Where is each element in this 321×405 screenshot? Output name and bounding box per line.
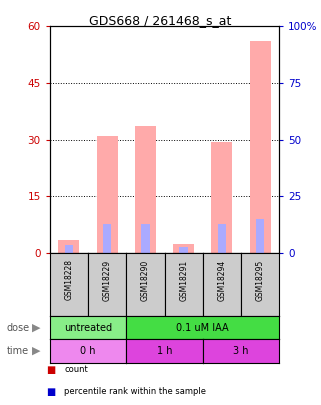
Bar	[179, 247, 188, 253]
Bar	[97, 136, 118, 253]
Text: time: time	[6, 346, 29, 356]
Text: ■: ■	[47, 387, 56, 397]
Text: dose: dose	[6, 323, 30, 333]
Bar	[256, 219, 265, 253]
Bar	[218, 224, 226, 253]
Bar	[103, 224, 111, 253]
Bar	[65, 245, 73, 253]
Text: GSM18228: GSM18228	[65, 260, 74, 301]
Text: GSM18290: GSM18290	[141, 260, 150, 301]
Text: GSM18294: GSM18294	[217, 260, 226, 301]
Bar	[141, 224, 150, 253]
Bar	[173, 244, 194, 253]
Text: GSM18229: GSM18229	[103, 260, 112, 301]
Bar	[135, 126, 156, 253]
Bar	[211, 142, 232, 253]
Text: percentile rank within the sample: percentile rank within the sample	[64, 387, 206, 396]
Text: GSM18291: GSM18291	[179, 260, 188, 301]
Text: GSM18295: GSM18295	[256, 260, 265, 301]
Text: 0.1 uM IAA: 0.1 uM IAA	[177, 323, 229, 333]
Text: ■: ■	[47, 365, 56, 375]
Text: untreated: untreated	[64, 323, 112, 333]
Text: ▶: ▶	[32, 346, 40, 356]
Text: count: count	[64, 365, 88, 374]
Bar	[58, 240, 79, 253]
Text: 0 h: 0 h	[80, 346, 96, 356]
Bar	[250, 41, 271, 253]
Text: 3 h: 3 h	[233, 346, 249, 356]
Text: GDS668 / 261468_s_at: GDS668 / 261468_s_at	[89, 14, 232, 27]
Text: ▶: ▶	[32, 323, 40, 333]
Text: 1 h: 1 h	[157, 346, 172, 356]
